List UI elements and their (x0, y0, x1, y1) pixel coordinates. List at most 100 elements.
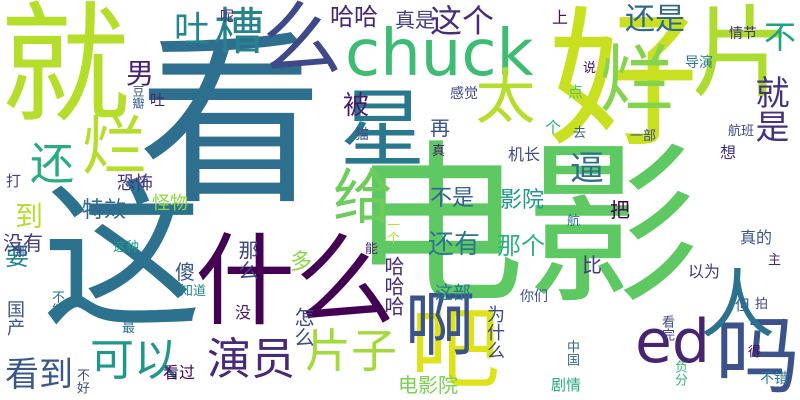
cloud-word: 给 (333, 163, 393, 233)
cloud-word: 片子 (305, 324, 397, 378)
cloud-word: 最 (122, 321, 136, 336)
cloud-word: 得 (748, 345, 762, 360)
cloud-word: 可以 (90, 335, 178, 386)
cloud-word: 好 (523, 0, 697, 150)
cloud-word: 剧情 (551, 376, 582, 394)
cloud-word: ed (635, 307, 710, 377)
cloud-word: 这部 (435, 283, 471, 304)
cloud-word: 恐怖 (117, 173, 153, 194)
cloud-word: 说 (583, 61, 597, 76)
cloud-word: 真 (432, 144, 446, 159)
cloud-word: 豆瓣 (131, 85, 145, 109)
cloud-word: 感觉 (450, 86, 478, 102)
cloud-word: 电影院 (398, 373, 458, 397)
cloud-word: 呢 (220, 9, 234, 25)
cloud-word: 什么 (195, 223, 395, 340)
cloud-word: 没有 (3, 231, 43, 255)
cloud-word: 打 (6, 172, 22, 190)
cloud-word: 没 (235, 303, 252, 322)
cloud-word: 再 (430, 116, 450, 140)
cloud-word: 能 (365, 242, 379, 257)
cloud-word: 烂 (586, 40, 674, 115)
cloud-word: 拍 (755, 297, 769, 312)
cloud-word: 被 (343, 91, 370, 121)
cloud-word: 但 (735, 296, 751, 314)
cloud-word: 一部 (630, 129, 657, 144)
cloud-word: 吐 (168, 10, 209, 46)
cloud-word: chuck (345, 17, 534, 91)
cloud-word: 上 (552, 8, 569, 27)
cloud-word: 太 (465, 65, 535, 125)
cloud-word: 影院 (500, 188, 545, 213)
cloud-word: 国产 (4, 300, 25, 336)
cloud-word: 不能 (49, 290, 64, 316)
cloud-word: 你们 (520, 289, 548, 305)
cloud-word: 特效 (82, 198, 127, 223)
cloud-word: 就 (0, 0, 131, 141)
cloud-word: 槽 (206, 5, 264, 55)
cloud-word: 这个 (430, 2, 495, 40)
cloud-word: 怎么 (291, 307, 315, 347)
cloud-word: 导演 (685, 55, 713, 71)
cloud-word: 真是 (395, 8, 435, 32)
cloud-word: 哈哈 (330, 3, 378, 31)
cloud-word: 就是 (749, 75, 789, 143)
cloud-word: 情节 (729, 26, 757, 42)
cloud-word: 知道 (180, 284, 207, 299)
cloud-word: 机长 (508, 145, 541, 164)
cloud-word: 吗 (715, 308, 800, 400)
cloud-word: 不是 (430, 186, 475, 211)
cloud-word: 看 (138, 14, 323, 230)
cloud-word: 啊 (405, 284, 475, 366)
cloud-word: 那个 (497, 232, 545, 260)
cloud-word: 以为 (688, 262, 721, 281)
cloud-word: 主 (768, 253, 782, 268)
cloud-word: 航 (567, 214, 581, 229)
cloud-word: 这种 (113, 240, 140, 255)
cloud-word: 让 (136, 175, 150, 190)
cloud-word: 那么 (235, 240, 259, 280)
cloud-word: 电影 (350, 126, 700, 329)
cloud-word: 负分 (672, 360, 687, 386)
cloud-word: 为什么 (484, 305, 505, 359)
cloud-word: 哈哈哈 (381, 256, 405, 316)
cloud-word: 到 (15, 200, 44, 233)
cloud-word: 这 (42, 164, 203, 351)
cloud-word: 怪物 (152, 193, 188, 214)
cloud-word: 还 (30, 139, 74, 190)
cloud-word: 航班 (728, 124, 755, 139)
cloud-word: 要 (5, 243, 29, 271)
cloud-word: 傻 (175, 260, 195, 284)
cloud-word: 看完 (659, 315, 674, 341)
cloud-word: 片 (674, 0, 791, 100)
cloud-word: 猫 (355, 127, 369, 143)
cloud-word: 么 (262, 0, 342, 86)
cloud-word: 人 (700, 261, 776, 349)
cloud-word: 还是 (625, 2, 685, 37)
cloud-word: 演员 (207, 334, 295, 385)
cloud-word: 逼 (570, 149, 604, 189)
cloud-word: 不错 (760, 371, 788, 387)
cloud-word: 去 (573, 126, 587, 141)
cloud-word: 点 (568, 83, 584, 101)
cloud-word: 看过 (163, 363, 196, 382)
cloud-word: 个 (545, 118, 562, 137)
cloud-word: 真的 (740, 228, 773, 247)
cloud-word: 不 (759, 20, 797, 52)
cloud-word: 烂 (70, 112, 145, 177)
cloud-word: 吐 (150, 91, 166, 109)
cloud-word: 想 (720, 143, 737, 162)
cloud-word: 男 (126, 57, 155, 90)
cloud-word: 一个 (384, 218, 399, 244)
cloud-word: 看到 (5, 355, 73, 395)
cloud-word: 不好 (74, 368, 89, 394)
cloud-word: 星 (340, 81, 426, 180)
cloud-word: 比 (582, 253, 602, 277)
cloud-word: 那 (15, 245, 29, 260)
cloud-word: 吧 (410, 297, 500, 400)
cloud-word: 还有 (428, 230, 481, 260)
cloud-word: 多 (290, 250, 313, 275)
cloud-word: 中国 (564, 340, 579, 366)
cloud-word: 把 (610, 198, 630, 222)
